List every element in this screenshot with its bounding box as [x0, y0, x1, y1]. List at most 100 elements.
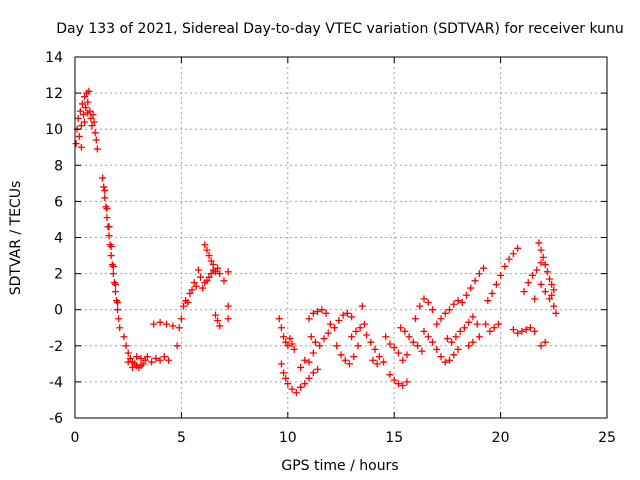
data-point	[533, 266, 541, 274]
data-point	[480, 264, 488, 272]
data-point	[452, 333, 460, 341]
data-point	[475, 270, 483, 278]
data-point	[537, 259, 545, 267]
data-point	[546, 295, 554, 303]
data-point	[128, 363, 136, 371]
data-point	[403, 378, 411, 386]
data-point	[531, 327, 539, 335]
y-tick-label: 8	[54, 158, 63, 174]
data-point	[301, 380, 309, 388]
data-point	[180, 302, 188, 310]
data-point	[405, 333, 413, 341]
data-point	[197, 273, 205, 281]
data-point	[214, 317, 222, 325]
y-tick-label: 0	[54, 303, 63, 319]
data-point	[446, 306, 454, 314]
data-point	[411, 315, 419, 323]
data-point	[424, 298, 432, 306]
data-point	[460, 324, 468, 332]
data-point	[203, 246, 211, 254]
data-point	[456, 327, 464, 335]
data-point	[103, 214, 111, 222]
data-point	[386, 371, 394, 379]
data-point	[103, 205, 111, 213]
data-point	[280, 369, 288, 377]
data-point	[414, 342, 422, 350]
data-point	[90, 118, 98, 126]
data-point	[514, 244, 522, 252]
data-point	[114, 306, 122, 314]
data-point	[143, 353, 151, 361]
x-tick-label: 20	[492, 430, 510, 446]
data-point	[105, 223, 113, 231]
data-point	[184, 298, 192, 306]
data-point	[373, 360, 381, 368]
data-point	[81, 118, 89, 126]
data-point	[552, 309, 560, 317]
data-point	[375, 353, 383, 361]
y-tick-label: 10	[45, 122, 63, 138]
data-point	[360, 320, 368, 328]
data-point	[152, 354, 160, 362]
data-point	[288, 340, 296, 348]
data-points	[72, 87, 560, 397]
data-point	[203, 277, 211, 285]
y-tick-label: -4	[49, 375, 63, 391]
data-point	[463, 291, 471, 299]
data-point	[137, 354, 145, 362]
x-tick-label: 10	[279, 430, 297, 446]
data-point	[524, 279, 532, 287]
data-point	[109, 262, 117, 270]
data-point	[165, 356, 173, 364]
y-tick-label: -6	[49, 411, 63, 427]
data-point	[348, 313, 356, 321]
data-point	[101, 194, 109, 202]
data-point	[82, 104, 90, 112]
data-point	[309, 349, 317, 357]
axis-ticks: 0 5 10 15 20 25 -6 -4 -2 0 2 4 6 8 10 12 14	[45, 50, 616, 446]
data-point	[309, 369, 317, 377]
data-point	[307, 333, 315, 341]
data-point	[93, 145, 101, 153]
data-point	[454, 345, 462, 353]
data-point	[450, 351, 458, 359]
grid-lines	[75, 57, 607, 418]
data-point	[84, 98, 92, 106]
data-point	[397, 324, 405, 332]
data-point	[84, 109, 92, 117]
data-point	[541, 261, 549, 269]
data-point	[324, 329, 332, 337]
data-point	[211, 268, 219, 276]
data-point	[420, 295, 428, 303]
data-point	[141, 356, 149, 364]
y-tick-label: 4	[54, 231, 63, 247]
data-point	[177, 315, 185, 323]
data-point	[100, 183, 108, 191]
data-point	[529, 271, 537, 279]
data-point	[305, 358, 313, 366]
data-point	[443, 335, 451, 343]
data-point	[169, 322, 177, 330]
data-point	[190, 279, 198, 287]
data-point	[188, 286, 196, 294]
x-tick-label: 5	[177, 430, 186, 446]
y-tick-label: 14	[45, 50, 63, 66]
data-point	[526, 324, 534, 332]
data-point	[482, 320, 490, 328]
data-point	[509, 250, 517, 258]
chart-title: Day 133 of 2021, Sidereal Day-to-day VTE…	[56, 21, 624, 37]
data-point	[333, 342, 341, 350]
data-point	[390, 344, 398, 352]
data-point	[467, 284, 475, 292]
data-point	[124, 358, 132, 366]
data-point	[88, 122, 96, 130]
data-point	[367, 338, 375, 346]
data-point	[437, 315, 445, 323]
data-point	[211, 311, 219, 319]
data-point	[350, 353, 358, 361]
data-point	[139, 360, 147, 368]
data-point	[354, 342, 362, 350]
y-tick-label: -2	[49, 339, 63, 355]
data-point	[282, 338, 290, 346]
